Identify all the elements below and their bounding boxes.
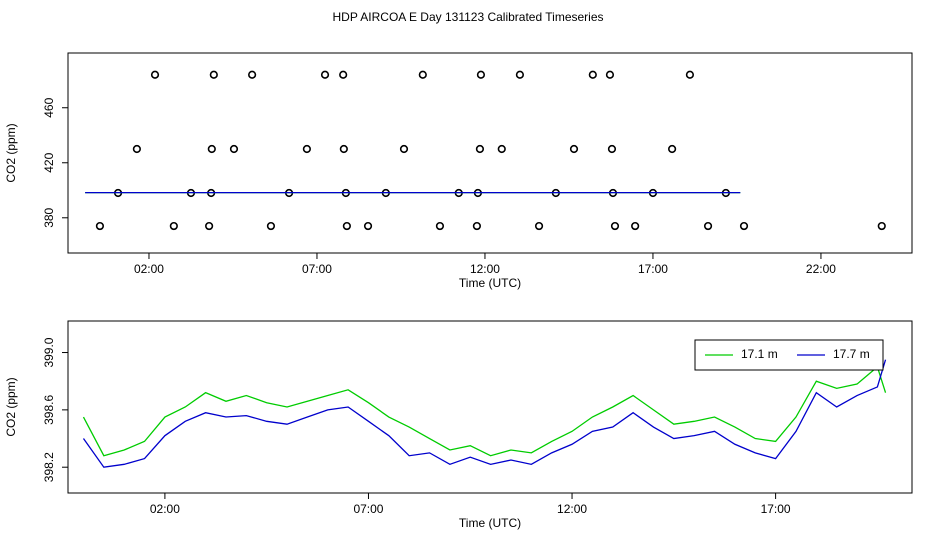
data-point bbox=[266, 221, 276, 231]
data-point bbox=[739, 221, 749, 231]
y-tick-label: 460 bbox=[42, 97, 56, 117]
data-point bbox=[205, 221, 214, 231]
data-point bbox=[342, 221, 351, 231]
data-point bbox=[302, 144, 311, 154]
plot-frame bbox=[67, 320, 913, 494]
data-point bbox=[877, 221, 886, 231]
y-tick-label: 380 bbox=[42, 207, 56, 227]
data-point bbox=[472, 221, 481, 231]
legend-label: 17.1 m bbox=[741, 347, 778, 361]
data-point bbox=[339, 70, 348, 79]
data-point bbox=[209, 70, 218, 79]
data-point bbox=[588, 70, 597, 79]
data-point bbox=[207, 144, 216, 154]
data-point bbox=[668, 144, 677, 154]
data-point bbox=[435, 221, 445, 231]
data-point bbox=[418, 70, 427, 79]
data-point bbox=[607, 144, 617, 154]
x-axis-label: Time (UTC) bbox=[459, 276, 521, 290]
x-tick-label: 07:00 bbox=[353, 502, 383, 516]
panel: 02:00 07:00 12:00 17:00 398.2 398.6 399.0 Time … bbox=[4, 320, 913, 530]
x-tick-label: 02:00 bbox=[134, 262, 164, 276]
data-point bbox=[132, 144, 141, 154]
x-axis-label: Time (UTC) bbox=[459, 516, 521, 530]
data-point bbox=[363, 221, 373, 231]
x-tick-label: 22:00 bbox=[806, 262, 836, 276]
data-point bbox=[631, 221, 640, 231]
data-point bbox=[169, 221, 178, 231]
series-line bbox=[82, 359, 887, 468]
y-tick-label: 399.0 bbox=[42, 337, 56, 367]
y-tick-label: 420 bbox=[42, 152, 56, 172]
data-point bbox=[476, 70, 486, 79]
data-point bbox=[497, 144, 506, 154]
y-axis-label: CO2 (ppm) bbox=[4, 377, 18, 436]
data-point bbox=[150, 70, 160, 79]
data-point bbox=[95, 221, 105, 231]
data-point bbox=[685, 70, 695, 79]
plot-frame bbox=[67, 52, 913, 254]
data-point bbox=[475, 144, 485, 154]
data-point bbox=[610, 221, 620, 231]
data-point bbox=[320, 70, 330, 79]
panel: 02:00 07:00 12:00 17:00 22:00 380 420 460 Time (… bbox=[4, 52, 913, 290]
data-point bbox=[605, 70, 615, 79]
data-point bbox=[703, 221, 713, 231]
data-point bbox=[339, 144, 348, 154]
figure-title: HDP AIRCOA E Day 131123 Calibrated Times… bbox=[332, 10, 603, 24]
x-tick-label: 17:00 bbox=[761, 502, 791, 516]
y-tick-label: 398.2 bbox=[42, 452, 56, 482]
data-point bbox=[569, 144, 579, 154]
x-tick-label: 17:00 bbox=[638, 262, 668, 276]
y-tick-label: 398.6 bbox=[42, 395, 56, 425]
data-point bbox=[248, 70, 257, 79]
data-point bbox=[515, 70, 525, 79]
x-tick-label: 07:00 bbox=[302, 262, 332, 276]
x-tick-label: 12:00 bbox=[470, 262, 500, 276]
data-point bbox=[534, 221, 544, 231]
series-line bbox=[82, 365, 887, 457]
y-axis-label: CO2 (ppm) bbox=[4, 123, 18, 182]
x-tick-label: 12:00 bbox=[557, 502, 587, 516]
data-point bbox=[399, 144, 409, 154]
data-point bbox=[229, 144, 239, 154]
x-tick-label: 02:00 bbox=[150, 502, 180, 516]
legend-label: 17.7 m bbox=[833, 347, 870, 361]
